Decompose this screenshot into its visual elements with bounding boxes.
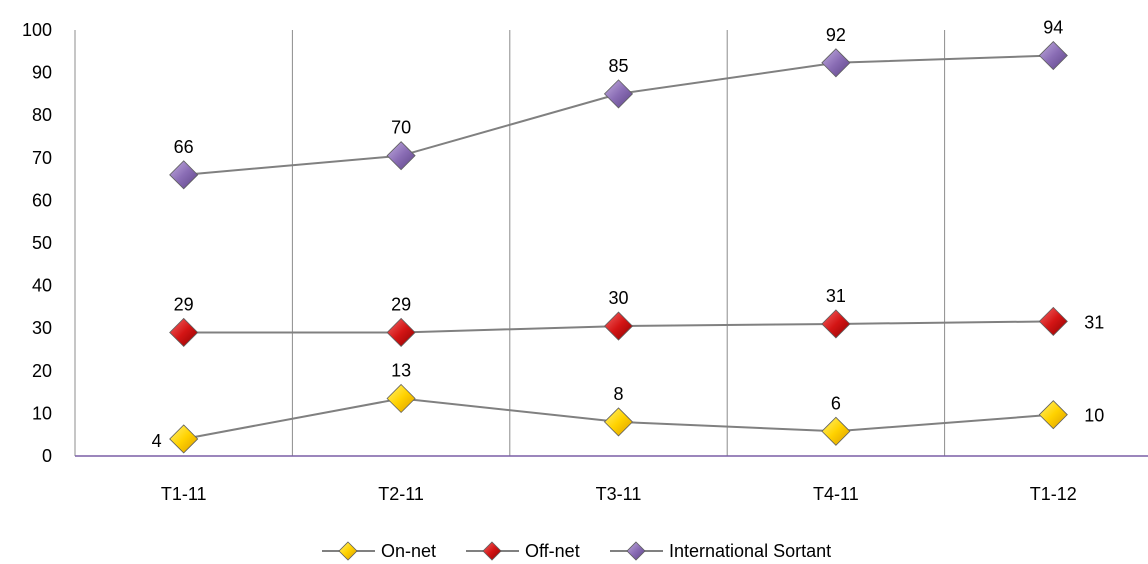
data-point — [169, 424, 199, 454]
y-tick-label: 20 — [32, 361, 52, 381]
data-point — [821, 48, 851, 78]
data-point — [603, 311, 634, 341]
x-tick-label: T2-11 — [378, 484, 424, 504]
y-tick-label: 30 — [32, 318, 52, 338]
data-label: 8 — [613, 384, 623, 404]
legend-label: Off-net — [525, 541, 580, 561]
data-label: 13 — [391, 360, 411, 380]
data-label: 31 — [826, 286, 846, 306]
data-label: 29 — [174, 294, 194, 314]
legend: On-net Off-net International Sortant — [322, 541, 831, 561]
y-tick-label: 10 — [32, 403, 52, 423]
data-label: 6 — [831, 393, 841, 413]
x-tick-label: T1-12 — [1030, 484, 1077, 504]
data-labels: 4 13 8 6 10 29 29 30 31 31 66 70 85 92 94 — [152, 18, 1105, 451]
y-tick-label: 90 — [32, 63, 52, 83]
data-point — [1038, 306, 1068, 336]
data-label: 4 — [152, 431, 162, 451]
y-tick-label: 70 — [32, 148, 52, 168]
y-tick-label: 80 — [32, 105, 52, 125]
data-point — [821, 416, 851, 446]
data-label: 66 — [174, 137, 194, 157]
y-tick-label: 60 — [32, 190, 52, 210]
data-point — [603, 79, 634, 109]
data-point — [1038, 400, 1068, 430]
data-point — [603, 407, 634, 437]
data-label: 94 — [1043, 18, 1063, 38]
x-tick-label: T4-11 — [813, 484, 859, 504]
data-label: 10 — [1084, 406, 1104, 426]
axes: 0 10 20 30 40 50 60 70 80 90 100 T1-11 T2-11 T3-11 T4-… — [22, 20, 1148, 504]
data-point — [169, 160, 199, 190]
y-tick-label: 100 — [22, 20, 52, 40]
data-point — [386, 383, 416, 414]
legend-marker — [626, 541, 646, 561]
data-point — [169, 317, 199, 348]
data-label: 30 — [608, 288, 628, 308]
data-point — [386, 317, 416, 348]
x-tick-label: T1-11 — [161, 484, 207, 504]
data-point — [821, 309, 851, 339]
legend-label: On-net — [381, 541, 436, 561]
data-label: 92 — [826, 25, 846, 45]
data-point — [386, 141, 416, 171]
x-tick-label: T3-11 — [596, 484, 642, 504]
data-point — [1038, 40, 1068, 71]
data-label: 85 — [608, 56, 628, 76]
grid — [74, 30, 946, 456]
data-label: 70 — [391, 118, 411, 138]
series — [169, 40, 1068, 454]
legend-label: International Sortant — [669, 541, 831, 561]
data-label: 29 — [391, 294, 411, 314]
legend-marker — [482, 541, 502, 561]
data-label: 31 — [1084, 312, 1104, 332]
y-tick-label: 50 — [32, 233, 52, 253]
y-tick-label: 40 — [32, 276, 52, 296]
y-tick-label: 0 — [42, 446, 52, 466]
legend-marker — [338, 541, 358, 561]
